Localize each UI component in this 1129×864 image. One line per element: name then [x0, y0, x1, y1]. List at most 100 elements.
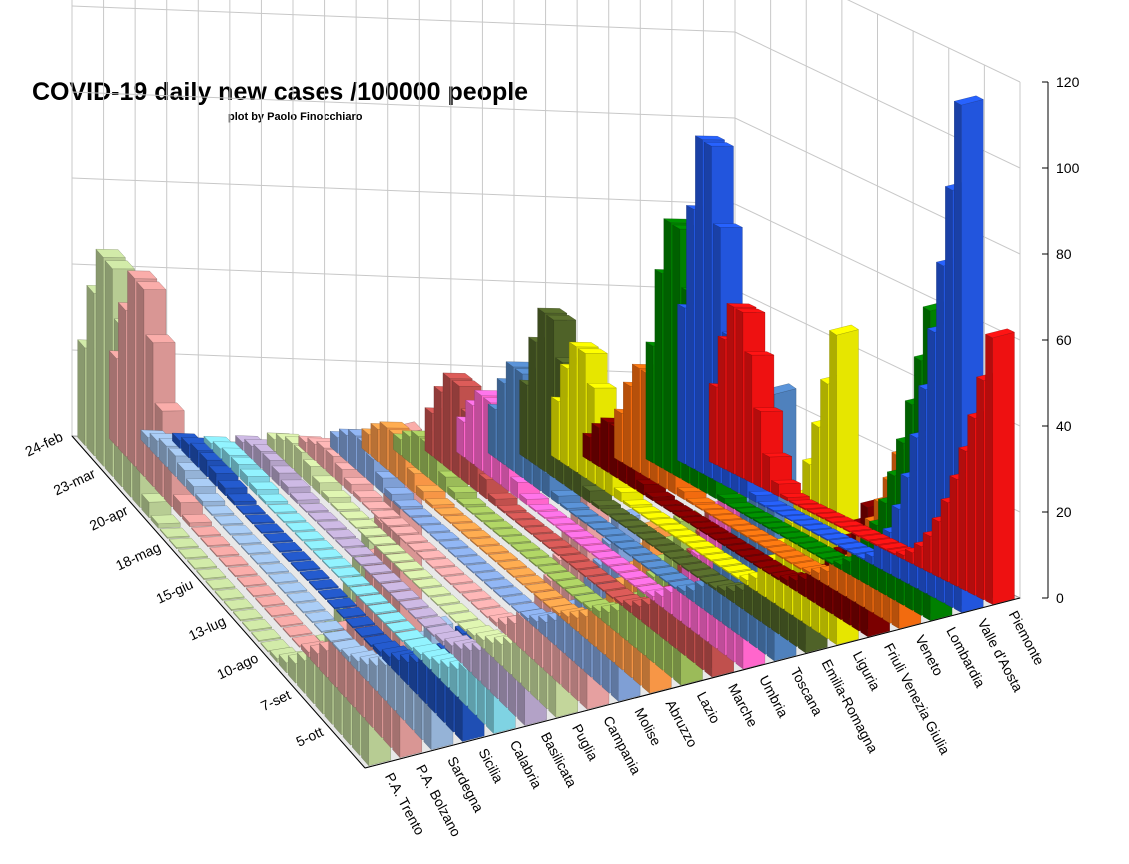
region-tick-label: Puglia	[569, 721, 601, 763]
bar	[591, 499, 622, 510]
bar	[251, 629, 282, 643]
time-tick-label: 15-giu	[153, 576, 195, 607]
bar	[824, 516, 855, 524]
bar	[582, 485, 613, 504]
bar	[743, 554, 774, 564]
bar	[537, 564, 568, 575]
bar	[550, 546, 581, 557]
bar	[375, 544, 406, 555]
bar	[178, 548, 208, 560]
grid-line	[847, 0, 1021, 83]
bar	[559, 553, 590, 564]
bar	[447, 547, 478, 558]
bar	[259, 563, 290, 575]
bar	[349, 584, 380, 597]
bar	[223, 598, 254, 612]
bar	[460, 530, 491, 540]
bar	[586, 522, 617, 531]
bar	[577, 567, 608, 578]
bar	[681, 562, 711, 572]
bar	[492, 586, 523, 598]
bar	[469, 537, 500, 548]
bar	[393, 499, 424, 510]
bar	[596, 581, 626, 592]
bar	[282, 624, 313, 638]
bar	[276, 513, 307, 524]
bar	[568, 509, 599, 518]
bar	[273, 614, 304, 628]
bar	[860, 533, 891, 542]
bar	[258, 493, 289, 505]
bar	[456, 555, 487, 566]
bar	[532, 532, 563, 542]
bar	[672, 556, 702, 566]
bar	[788, 536, 819, 545]
bar	[407, 542, 438, 553]
bar	[424, 498, 455, 509]
bar	[340, 575, 371, 588]
bar	[573, 537, 604, 547]
bar	[345, 616, 376, 629]
bar	[249, 481, 280, 496]
bar	[452, 582, 483, 594]
bar	[307, 512, 338, 522]
bar	[690, 568, 720, 579]
bar	[523, 526, 554, 535]
bar	[294, 531, 325, 542]
bar	[232, 608, 263, 622]
bar	[268, 572, 299, 585]
bar	[869, 538, 900, 547]
bar	[770, 526, 801, 535]
bar	[327, 597, 357, 610]
bar	[613, 541, 644, 551]
bar	[783, 555, 814, 565]
bar	[182, 513, 213, 528]
bar	[470, 598, 501, 611]
bar	[321, 557, 352, 569]
bar	[231, 534, 262, 546]
bar	[492, 528, 523, 538]
z-tick-label: 80	[1056, 246, 1072, 262]
bar	[461, 590, 492, 602]
bar	[474, 513, 505, 523]
bar	[438, 539, 469, 550]
bar	[353, 555, 384, 567]
bar	[712, 514, 743, 522]
bar	[254, 523, 285, 534]
time-tick-label: 13-lug	[186, 613, 228, 644]
bar	[600, 557, 631, 567]
bar	[555, 524, 586, 533]
bar	[286, 591, 317, 604]
bar	[636, 532, 667, 541]
bar	[604, 534, 635, 544]
bar	[546, 517, 577, 526]
bar	[487, 492, 518, 507]
bar	[752, 559, 783, 569]
time-tick-label: 24-feb	[23, 428, 66, 459]
bar	[200, 536, 231, 548]
bar	[411, 516, 442, 526]
bar	[609, 513, 640, 522]
bar	[680, 516, 712, 524]
bar	[618, 570, 649, 581]
bar	[384, 487, 415, 502]
bar	[213, 515, 244, 526]
region-tick-label: Friuli Venezia Giulia	[881, 640, 953, 757]
bar	[815, 512, 846, 520]
region-tick-label: Veneto	[912, 632, 947, 678]
bar	[528, 556, 559, 567]
z-tick-label: 40	[1056, 418, 1072, 434]
bar	[380, 581, 411, 593]
bar	[214, 588, 245, 601]
bar	[370, 509, 401, 519]
bar	[447, 486, 478, 501]
bar	[456, 497, 487, 508]
bar	[564, 585, 595, 597]
bar	[393, 561, 424, 572]
bar	[416, 550, 447, 561]
bar	[479, 545, 509, 555]
bar	[402, 569, 433, 581]
bar	[654, 544, 685, 554]
bar	[533, 590, 564, 602]
bar	[496, 504, 527, 514]
